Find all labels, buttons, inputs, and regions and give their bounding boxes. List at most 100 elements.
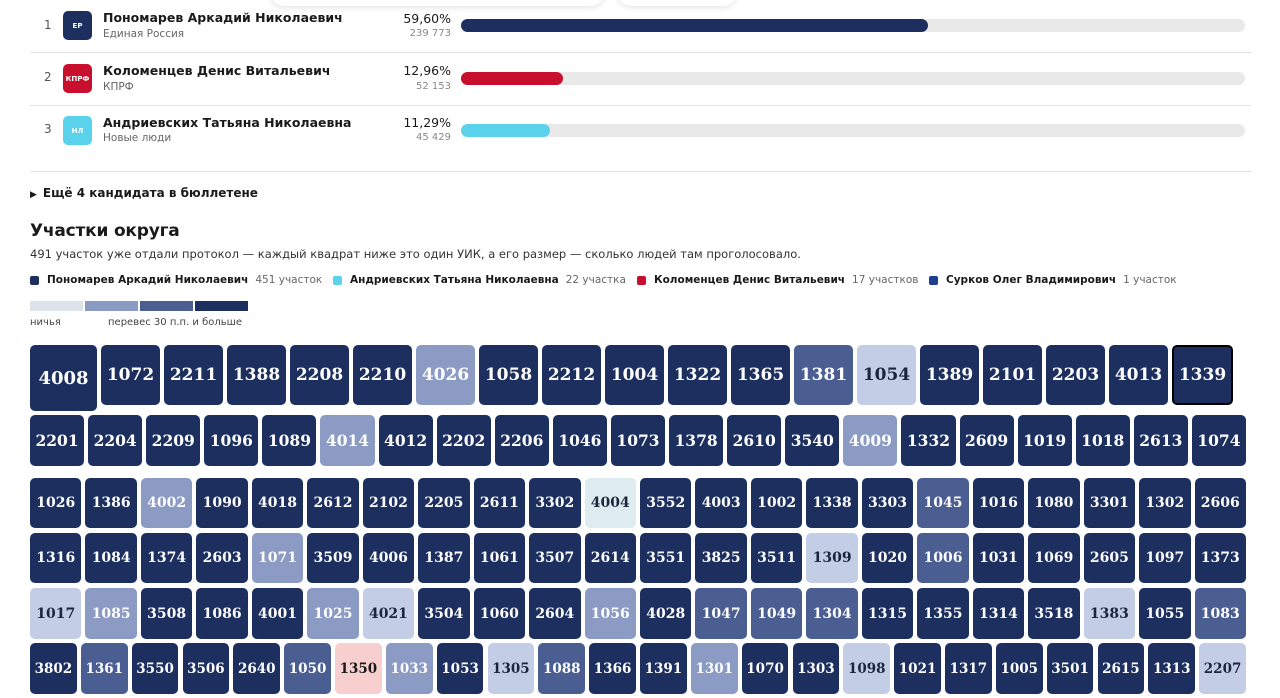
precinct-tile[interactable]: 1069 <box>1028 533 1080 583</box>
precinct-tile[interactable]: 3551 <box>640 533 692 583</box>
precinct-tile[interactable]: 1080 <box>1028 478 1080 528</box>
precinct-tile[interactable]: 4026 <box>416 345 475 405</box>
precinct-tile[interactable]: 1070 <box>741 643 789 694</box>
precinct-tile[interactable]: 1305 <box>487 643 535 694</box>
precinct-tile[interactable]: 2209 <box>146 415 201 466</box>
precinct-tile[interactable]: 1090 <box>196 478 248 528</box>
precinct-tile[interactable]: 3511 <box>750 533 803 583</box>
candidate-row[interactable]: 3 НЛ Андриевских Татьяна Николаевна Новы… <box>30 105 1251 172</box>
precinct-tile[interactable]: 1373 <box>1194 533 1246 583</box>
precinct-tile[interactable]: 3501 <box>1046 643 1094 694</box>
precinct-tile[interactable]: 1378 <box>669 415 724 466</box>
precinct-tile[interactable]: 2201 <box>30 415 85 466</box>
precinct-tile[interactable]: 1056 <box>584 588 636 639</box>
precinct-tile[interactable]: 2606 <box>1194 478 1246 528</box>
precinct-tile[interactable]: 1026 <box>30 478 82 528</box>
precinct-tile[interactable]: 2603 <box>196 533 248 583</box>
precinct-tile[interactable]: 3504 <box>418 588 470 639</box>
precinct-tile[interactable]: 2604 <box>529 588 581 639</box>
precinct-tile[interactable]: 1098 <box>843 643 891 694</box>
precinct-tile[interactable]: 4008 <box>30 345 97 411</box>
precinct-tile[interactable]: 3506 <box>182 643 230 694</box>
precinct-tile[interactable]: 1314 <box>972 588 1025 639</box>
precinct-tile[interactable]: 4021 <box>362 588 415 639</box>
top-card-left[interactable] <box>270 0 605 6</box>
precinct-tile[interactable]: 2211 <box>164 345 223 405</box>
candidate-row[interactable]: 2 КПРФ Коломенцев Денис Витальевич КПРФ … <box>30 53 1251 106</box>
more-candidates-toggle[interactable]: ▶ Ещё 4 кандидата в бюллетене <box>30 186 258 200</box>
top-card-right[interactable] <box>617 0 737 6</box>
precinct-tile[interactable]: 2207 <box>1199 643 1246 694</box>
precinct-tile[interactable]: 2615 <box>1097 643 1145 694</box>
precinct-tile[interactable]: 4013 <box>1109 345 1168 405</box>
precinct-tile[interactable]: 1045 <box>917 478 969 528</box>
precinct-tile[interactable]: 1383 <box>1083 588 1136 639</box>
precinct-tile[interactable]: 1021 <box>894 643 941 694</box>
precinct-tile[interactable]: 1096 <box>204 415 259 466</box>
precinct-tile[interactable]: 1365 <box>731 345 790 405</box>
precinct-tile[interactable]: 1315 <box>861 588 914 639</box>
precinct-tile[interactable]: 1089 <box>262 415 317 466</box>
precinct-tile[interactable]: 1019 <box>1017 415 1072 466</box>
precinct-tile[interactable]: 2212 <box>542 345 601 405</box>
precinct-tile[interactable]: 1391 <box>640 643 687 694</box>
precinct-tile[interactable]: 4014 <box>320 415 375 466</box>
precinct-tile[interactable]: 1322 <box>668 345 727 405</box>
precinct-tile[interactable]: 1301 <box>690 643 738 694</box>
precinct-tile[interactable]: 1060 <box>473 588 526 639</box>
precinct-tile[interactable]: 1025 <box>307 588 359 639</box>
precinct-tile[interactable]: 2101 <box>983 345 1042 405</box>
precinct-tile[interactable]: 4003 <box>695 478 747 528</box>
precinct-tile[interactable]: 1072 <box>101 345 160 405</box>
precinct-tile[interactable]: 1055 <box>1139 588 1191 639</box>
precinct-tile[interactable]: 1046 <box>552 415 607 466</box>
precinct-tile[interactable]: 1004 <box>605 345 664 405</box>
precinct-tile[interactable]: 1020 <box>861 533 914 583</box>
precinct-tile[interactable]: 1313 <box>1148 643 1196 694</box>
precinct-tile[interactable]: 1388 <box>227 345 286 405</box>
precinct-tile[interactable]: 1073 <box>610 415 666 466</box>
precinct-tile[interactable]: 3509 <box>307 533 359 583</box>
precinct-tile[interactable]: 1005 <box>995 643 1043 694</box>
precinct-tile[interactable]: 1049 <box>750 588 803 639</box>
precinct-tile[interactable]: 1304 <box>806 588 858 639</box>
precinct-tile[interactable]: 1061 <box>473 533 526 583</box>
precinct-tile[interactable]: 4001 <box>251 588 304 639</box>
precinct-tile[interactable]: 1338 <box>806 478 858 528</box>
precinct-tile[interactable]: 1002 <box>750 478 803 528</box>
precinct-tile[interactable]: 2610 <box>727 415 782 466</box>
precinct-tile[interactable]: 2204 <box>88 415 143 466</box>
precinct-tile[interactable]: 4004 <box>584 478 636 528</box>
precinct-tile[interactable]: 1317 <box>945 643 992 694</box>
precinct-tile[interactable]: 3302 <box>529 478 581 528</box>
precinct-tile[interactable]: 1053 <box>436 643 484 694</box>
precinct-tile[interactable]: 1355 <box>917 588 969 639</box>
precinct-tile[interactable]: 3518 <box>1028 588 1080 639</box>
precinct-tile[interactable]: 2609 <box>959 415 1014 466</box>
precinct-tile[interactable]: 1097 <box>1139 533 1191 583</box>
precinct-tile[interactable]: 1047 <box>695 588 747 639</box>
precinct-tile[interactable]: 1088 <box>538 643 586 694</box>
precinct-tile[interactable]: 2614 <box>584 533 636 583</box>
precinct-tile[interactable]: 4012 <box>378 415 433 466</box>
precinct-tile[interactable]: 3303 <box>861 478 914 528</box>
precinct-tile[interactable]: 1086 <box>196 588 248 639</box>
precinct-tile[interactable]: 4006 <box>362 533 415 583</box>
precinct-tile[interactable]: 1033 <box>385 643 433 694</box>
precinct-tile[interactable]: 1361 <box>80 643 128 694</box>
candidate-row[interactable]: 1 ЕР Пономарев Аркадий Николаевич Единая… <box>30 0 1251 53</box>
precinct-tile[interactable]: 3508 <box>140 588 193 639</box>
precinct-tile[interactable]: 2206 <box>494 415 549 466</box>
precinct-tile[interactable]: 1085 <box>85 588 137 639</box>
precinct-tile[interactable]: 1366 <box>589 643 636 694</box>
precinct-tile[interactable]: 3552 <box>640 478 692 528</box>
precinct-tile[interactable]: 3825 <box>695 533 747 583</box>
precinct-tile[interactable]: 1050 <box>284 643 331 694</box>
precinct-tile[interactable]: 1339 <box>1172 345 1233 405</box>
precinct-tile[interactable]: 1303 <box>792 643 840 694</box>
precinct-tile[interactable]: 1302 <box>1139 478 1191 528</box>
precinct-tile[interactable]: 1054 <box>857 345 916 405</box>
precinct-tile[interactable]: 2611 <box>473 478 526 528</box>
precinct-tile[interactable]: 1316 <box>30 533 82 583</box>
precinct-tile[interactable]: 2210 <box>353 345 412 405</box>
